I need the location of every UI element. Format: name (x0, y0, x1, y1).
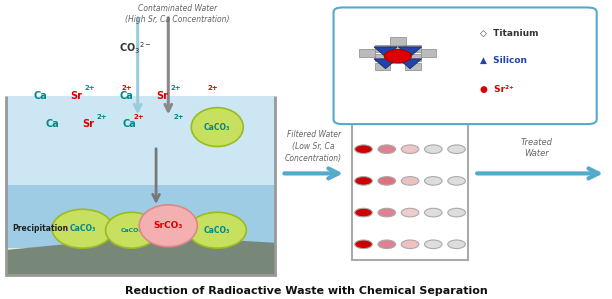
Text: Reduction of Radioactive Waste with Chemical Separation: Reduction of Radioactive Waste with Chem… (125, 286, 487, 296)
Ellipse shape (140, 205, 197, 247)
Bar (6, 129, 275, 138)
Text: Ca: Ca (34, 91, 47, 101)
Text: Sr: Sr (156, 91, 168, 101)
Ellipse shape (448, 208, 465, 217)
Ellipse shape (105, 212, 157, 248)
Text: Ca: Ca (122, 119, 136, 129)
Text: Filtered Water
(Low Sr, Ca
Concentration): Filtered Water (Low Sr, Ca Concentration… (285, 130, 342, 163)
Ellipse shape (378, 208, 395, 217)
Text: 2+: 2+ (173, 114, 184, 120)
Bar (6, 236, 275, 245)
Text: ◇  Titanium: ◇ Titanium (480, 29, 539, 38)
Bar (6, 190, 275, 199)
Bar (6, 243, 275, 252)
Ellipse shape (401, 113, 419, 122)
Ellipse shape (448, 240, 465, 248)
Ellipse shape (448, 113, 465, 122)
Bar (6, 144, 275, 153)
Ellipse shape (401, 240, 419, 248)
Ellipse shape (355, 177, 372, 185)
Ellipse shape (188, 212, 246, 248)
Bar (6, 197, 275, 206)
Bar (352, 102, 468, 260)
Text: CaCO₃: CaCO₃ (204, 226, 231, 235)
Ellipse shape (355, 240, 372, 248)
Text: Adsorption: Adsorption (369, 76, 451, 89)
Text: Ca: Ca (46, 119, 59, 129)
Ellipse shape (401, 145, 419, 153)
Bar (6, 136, 275, 146)
Ellipse shape (425, 177, 442, 185)
Ellipse shape (425, 145, 442, 153)
Ellipse shape (378, 177, 395, 185)
Bar (6, 159, 275, 168)
Bar (6, 121, 275, 130)
Bar (6, 228, 275, 237)
Text: 2+: 2+ (97, 114, 108, 120)
Bar (6, 213, 275, 222)
Bar (6, 167, 275, 176)
Bar (6, 266, 275, 275)
Ellipse shape (378, 113, 395, 122)
Ellipse shape (401, 208, 419, 217)
Text: Ca: Ca (119, 91, 133, 101)
Bar (6, 251, 275, 260)
Bar (6, 175, 275, 184)
Polygon shape (6, 236, 275, 275)
Ellipse shape (448, 145, 465, 153)
Text: 2+: 2+ (84, 85, 95, 91)
Text: 2+: 2+ (133, 114, 144, 120)
Bar (6, 185, 275, 248)
Text: Sr: Sr (83, 119, 95, 129)
Bar (6, 258, 275, 267)
Text: Precipitation: Precipitation (12, 224, 69, 233)
Ellipse shape (355, 145, 372, 153)
Bar (6, 182, 275, 191)
Bar (6, 96, 275, 185)
Ellipse shape (355, 208, 372, 217)
Text: ▲  Silicon: ▲ Silicon (480, 56, 528, 65)
Text: Sr: Sr (70, 91, 83, 101)
Text: 2+: 2+ (207, 85, 218, 91)
Text: CaCO₃: CaCO₃ (204, 123, 231, 132)
Text: 2+: 2+ (170, 85, 181, 91)
Ellipse shape (448, 177, 465, 185)
Text: Treated
Water: Treated Water (521, 138, 553, 158)
Text: Contaminated Water
(High Sr, Ca Concentration): Contaminated Water (High Sr, Ca Concentr… (125, 4, 230, 24)
Text: 2+: 2+ (121, 85, 132, 91)
Bar (6, 220, 275, 229)
Ellipse shape (425, 113, 442, 122)
Circle shape (384, 50, 411, 63)
Ellipse shape (355, 113, 372, 122)
Text: ●  Sr²⁺: ● Sr²⁺ (480, 85, 514, 94)
Text: CaCO₃: CaCO₃ (121, 228, 142, 233)
Bar (6, 96, 275, 248)
FancyBboxPatch shape (334, 7, 597, 124)
Text: CaCO₃: CaCO₃ (69, 224, 96, 233)
Text: SrCO₃: SrCO₃ (154, 221, 183, 230)
Ellipse shape (52, 209, 113, 248)
Ellipse shape (425, 208, 442, 217)
Bar (6, 205, 275, 214)
Bar (6, 152, 275, 161)
Text: CO$_3$$^{2-}$: CO$_3$$^{2-}$ (119, 40, 152, 56)
Ellipse shape (425, 240, 442, 248)
Ellipse shape (378, 145, 395, 153)
Ellipse shape (378, 240, 395, 248)
Ellipse shape (191, 108, 243, 147)
Ellipse shape (401, 177, 419, 185)
